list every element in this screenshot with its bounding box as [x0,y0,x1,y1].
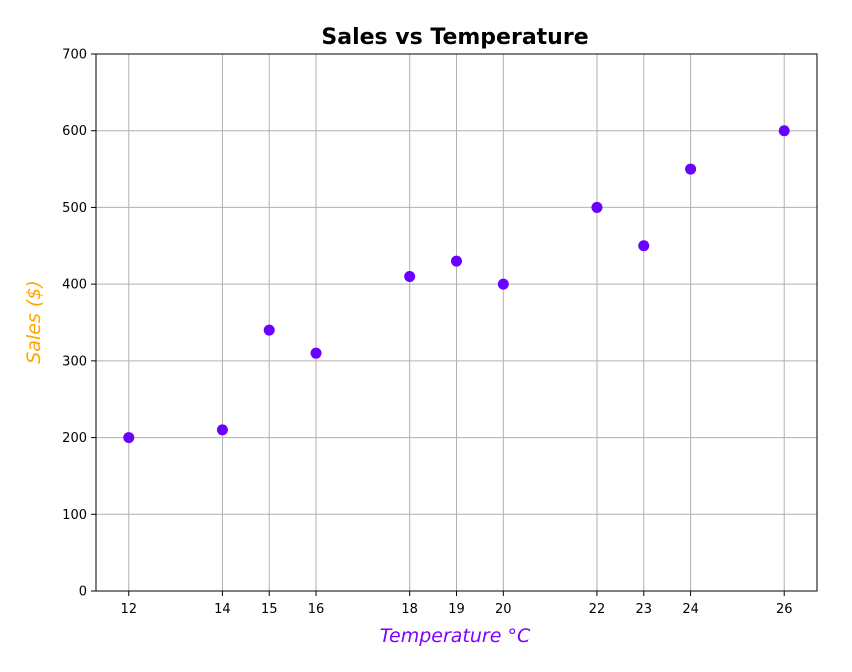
y-axis-ticks: 0 100 200 300 400 500 600 700 [62,48,96,600]
x-tick-label: 14 [214,602,231,617]
x-tick-label: 22 [589,602,606,617]
y-tick-label: 200 [62,431,87,446]
y-axis-label: Sales ($) [23,280,45,364]
data-point [591,201,603,213]
x-tick-label: 19 [448,602,465,617]
data-points [123,125,790,444]
y-tick-label: 100 [62,508,87,523]
data-point [123,432,135,444]
y-tick-label: 600 [62,124,87,139]
data-point [638,240,650,252]
y-tick-label: 0 [79,585,87,600]
chart-title: Sales vs Temperature [321,25,588,50]
data-point [451,255,462,267]
x-tick-label: 23 [635,602,652,617]
data-point [404,270,416,282]
y-tick-label: 300 [62,354,87,369]
x-tick-label: 12 [120,602,137,617]
y-tick-label: 500 [62,201,87,216]
data-point [497,278,509,290]
data-point [685,163,697,175]
y-tick-label: 400 [62,278,87,293]
data-point [778,125,790,137]
x-tick-label: 16 [308,602,325,617]
data-point [263,324,275,336]
x-tick-label: 15 [261,602,278,617]
x-axis-ticks: 12 14 15 16 18 19 20 22 23 24 26 [120,591,793,617]
x-tick-label: 24 [682,602,699,617]
y-tick-label: 700 [62,48,87,63]
x-tick-label: 18 [401,602,418,617]
x-tick-label: 26 [776,602,793,617]
x-axis-label: Temperature °C [380,625,531,647]
data-point [310,347,322,359]
data-point [216,424,228,436]
x-tick-label: 20 [495,602,512,617]
